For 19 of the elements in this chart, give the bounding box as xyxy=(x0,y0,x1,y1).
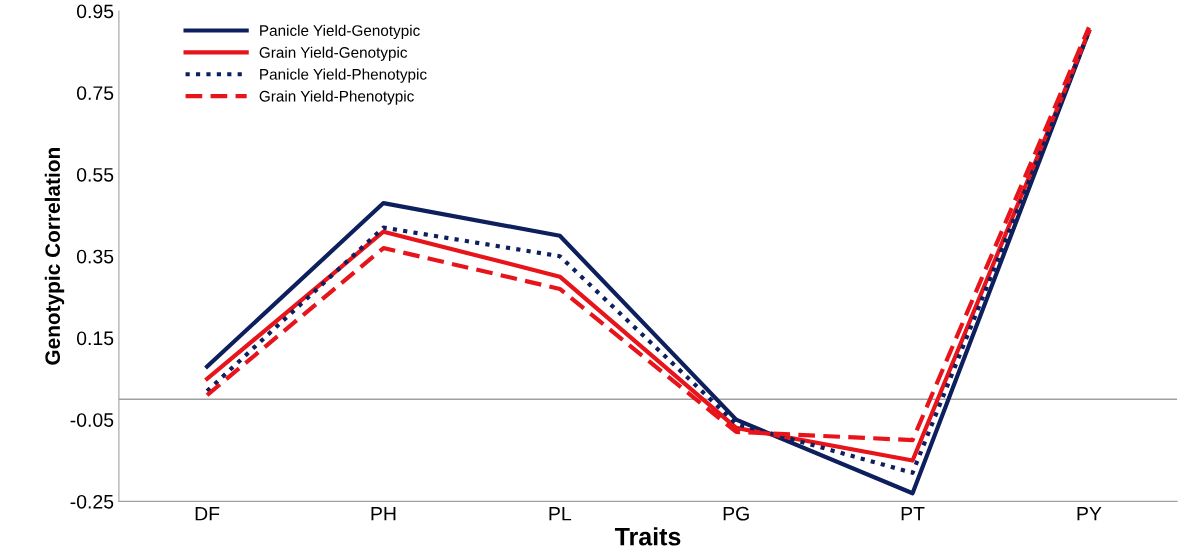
legend-label: Grain Yield-Phenotypic xyxy=(259,90,414,105)
y-tick-label: 0.75 xyxy=(76,86,114,100)
y-axis-title: Genotypic Correlation xyxy=(44,148,65,365)
y-tick-label: 0.35 xyxy=(76,249,114,264)
legend-label: Panicle Yield-Genotypic xyxy=(260,24,420,40)
legend-label: Grain Yield-Genotypic xyxy=(259,46,408,61)
x-tick-label: PY xyxy=(1077,506,1102,521)
x-axis-title: Traits xyxy=(614,527,681,546)
y-tick-label: -0.05 xyxy=(70,413,114,427)
y-tick-label: 0.95 xyxy=(76,4,114,19)
y-tick-label: -0.25 xyxy=(70,494,114,509)
y-tick-label: 0.55 xyxy=(76,167,114,182)
x-tick-label: PG xyxy=(723,506,749,521)
x-tick-label: PT xyxy=(901,506,925,521)
legend-label: Panicle Yield-Phenotypic xyxy=(260,68,427,83)
x-tick-label: PH xyxy=(371,506,396,521)
x-tick-label: DF xyxy=(195,506,220,521)
y-tick-label: 0.15 xyxy=(76,331,114,346)
x-tick-label: PL xyxy=(549,506,572,521)
